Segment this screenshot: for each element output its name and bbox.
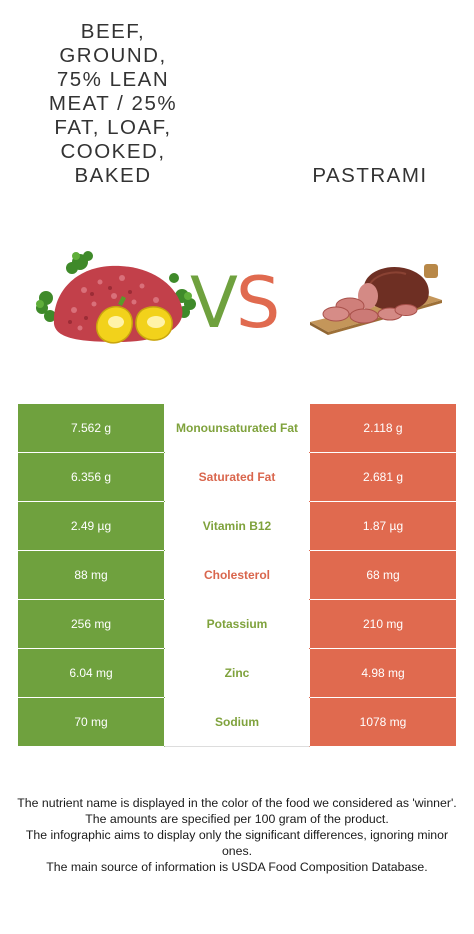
left-value: 70 mg xyxy=(18,698,164,746)
right-value: 68 mg xyxy=(310,551,456,599)
right-value: 1.87 µg xyxy=(310,502,456,550)
footer-line: The infographic aims to display only the… xyxy=(25,828,449,858)
table-row: 7.562 g Monounsaturated Fat 2.118 g xyxy=(18,404,456,452)
nutrient-name: Zinc xyxy=(164,649,310,697)
right-value: 210 mg xyxy=(310,600,456,648)
vs-label: VS xyxy=(190,262,280,344)
nutrient-name: Monounsaturated Fat xyxy=(164,404,310,452)
table-row: 6.356 g Saturated Fat 2.681 g xyxy=(18,453,456,501)
footer-line: The amounts are specified per 100 gram o… xyxy=(85,812,389,826)
left-food-title: BEEF, GROUND, 75% LEAN MEAT / 25% FAT, L… xyxy=(48,20,178,187)
nutrient-name: Cholesterol xyxy=(164,551,310,599)
right-value: 2.118 g xyxy=(310,404,456,452)
table-row: 70 mg Sodium 1078 mg xyxy=(18,698,456,746)
nutrient-name: Potassium xyxy=(164,600,310,648)
pastrami-image xyxy=(310,264,442,335)
left-value: 88 mg xyxy=(18,551,164,599)
table-row: 88 mg Cholesterol 68 mg xyxy=(18,551,456,599)
footer-line: The main source of information is USDA F… xyxy=(46,860,428,874)
left-value: 6.04 mg xyxy=(18,649,164,697)
left-value: 7.562 g xyxy=(18,404,164,452)
nutrient-name: Saturated Fat xyxy=(164,453,310,501)
footer-notes: The nutrient name is displayed in the co… xyxy=(14,795,460,875)
right-value: 4.98 mg xyxy=(310,649,456,697)
right-value: 2.681 g xyxy=(310,453,456,501)
left-value: 2.49 µg xyxy=(18,502,164,550)
left-value: 256 mg xyxy=(18,600,164,648)
right-value: 1078 mg xyxy=(310,698,456,746)
nutrient-name: Vitamin B12 xyxy=(164,502,310,550)
ground-beef-image xyxy=(36,251,196,344)
comparison-table: 7.562 g Monounsaturated Fat 2.118 g 6.35… xyxy=(18,404,456,747)
nutrient-name: Sodium xyxy=(164,698,310,746)
table-row: 256 mg Potassium 210 mg xyxy=(18,600,456,648)
left-value: 6.356 g xyxy=(18,453,164,501)
footer-line: The nutrient name is displayed in the co… xyxy=(17,796,457,810)
table-row: 6.04 mg Zinc 4.98 mg xyxy=(18,649,456,697)
table-row: 2.49 µg Vitamin B12 1.87 µg xyxy=(18,502,456,550)
right-food-title: PASTRAMI xyxy=(312,164,428,187)
